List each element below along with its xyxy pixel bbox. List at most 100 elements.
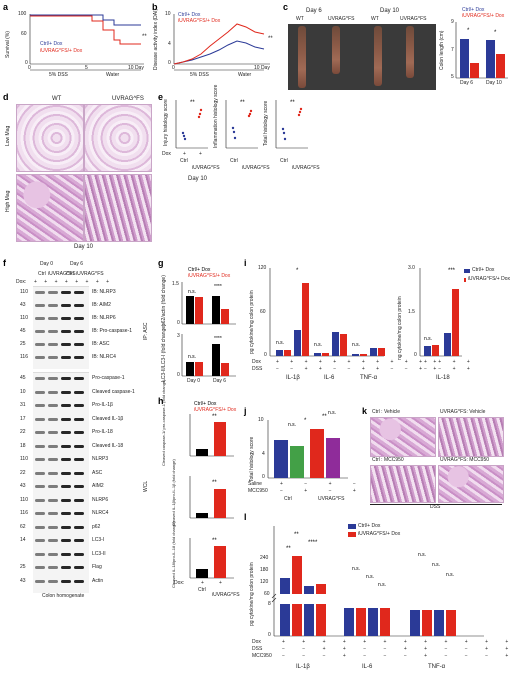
l-cyt-il1b: IL-1β (296, 664, 310, 670)
j-sig-3: ** (322, 414, 327, 420)
f-band-ip_bands-1-3 (74, 304, 84, 307)
h-dox-label: Dox: (174, 580, 185, 586)
l-tnf-4 (446, 610, 456, 636)
l-tnf-1 (410, 610, 420, 636)
panel-c-colon-images: Day 6 Day 10 WT UVRAG^FS WT UVRAG^FS (288, 8, 436, 93)
a-series-uvrag (30, 15, 141, 45)
panel-i-cytokines: pg cytokine/mg colon protein ng cytokine… (248, 262, 510, 402)
b-ytick-10: 10 (165, 11, 171, 17)
f-band-wcl_bands-4-2 (61, 431, 71, 434)
f-band-wcl_bands-2-1 (48, 404, 58, 407)
f-band-wcl_bands-12-2 (61, 539, 71, 542)
l-il1b-low-1 (280, 604, 290, 636)
f-band-wcl_bands-12-3 (74, 539, 84, 542)
f-band-wcl_bands-11-3 (74, 525, 84, 529)
e-dox-label: Dox (162, 151, 171, 157)
f-label-wcl_bands-10: NLRC4 (92, 510, 109, 516)
a-xtick-0: 0 (28, 65, 31, 71)
f-band-wcl_bands-14-0 (35, 566, 45, 569)
l-ytick-120: 120 (260, 579, 269, 585)
g-legend-uvrag: iUVRAG^FS/+ Dox (188, 273, 231, 279)
b-ytick-4: 4 (168, 41, 171, 47)
c-bar-uvrag-day10 (496, 54, 505, 78)
k-image-ctrl-mcc (370, 465, 436, 503)
d-image-wt-high (16, 174, 84, 242)
f-mw-wcl_bands-8: 43 (20, 483, 26, 489)
panel-c-length-chart: Ctrl/+ Dox iUVRAG^FS/+ Dox Colon length … (439, 8, 510, 93)
f-day0: Day 0 (40, 261, 54, 267)
i-il6-uvrag-dss (340, 334, 347, 356)
f-band-wcl_bands-9-2 (61, 498, 71, 502)
f-band-wcl_bands-8-0 (35, 485, 45, 488)
i-ytick-r-15: 1.5 (408, 309, 415, 315)
e-ylabel-2: Inflammation histology score (213, 84, 219, 148)
e-xtick-ctrl: Ctrl (180, 158, 188, 164)
panel-label-h: h (158, 396, 164, 406)
f-caption: Colon homogenate (42, 593, 85, 599)
f-band-wcl_bands-7-2 (61, 471, 71, 475)
f-band-wcl_bands-2-0 (35, 404, 45, 407)
f-band-wcl_bands-1-3 (74, 390, 84, 394)
f-wcl-label: WCL (143, 480, 149, 492)
i-cyt-il18: IL-18 (436, 375, 450, 381)
f-band-wcl_bands-9-0 (35, 498, 45, 502)
f-band-wcl_bands-1-0 (35, 390, 45, 394)
f-band-wcl_bands-3-3 (74, 417, 84, 421)
f-band-ip_bands-1-1 (48, 304, 58, 307)
h-bars-svg: ** ** ** (189, 414, 234, 579)
i-sig-il1b: * (296, 268, 299, 274)
j-sig-1: n.s. (288, 422, 296, 428)
f-band-wcl_bands-7-1 (48, 471, 58, 475)
i-dss-signs-right: − − + + (424, 366, 475, 372)
a-ytick-60: 60 (21, 31, 27, 37)
l-cyt-tnf: TNF-α (428, 664, 446, 670)
f-mw-wcl_bands-14: 25 (20, 564, 26, 570)
i-ytick-60: 60 (260, 309, 266, 315)
f-band-wcl_bands-8-3 (74, 485, 84, 488)
e-points-injury (181, 108, 203, 141)
l-il6-2 (356, 608, 366, 636)
j-sig-4: n.s. (328, 410, 336, 416)
i-ytick-r-0: 0 (414, 352, 417, 358)
b-plot-svg: ** (173, 14, 273, 71)
f-band-ip_bands-2-1 (48, 317, 58, 320)
f-mw-ip_bands-2: 110 (20, 315, 28, 321)
f-band-ip_bands-0-0 (35, 291, 45, 294)
f-label-ip_bands-4: IB: ASC (92, 341, 110, 347)
i-legend-uvrag-swatch (464, 277, 466, 282)
f-mw-ip_bands-1: 43 (20, 302, 26, 308)
f-label-wcl_bands-15: Actin (92, 577, 104, 584)
f-label-wcl_bands-7: ASC (92, 469, 103, 476)
g-bot-uvrag-d0 (195, 362, 203, 376)
e-caption: Day 10 (188, 176, 208, 182)
f-lane-uvrag2: iUVRAG^FS (76, 271, 104, 277)
i-legend-ctrl: Ctrl/+ Dox (472, 267, 495, 273)
f-band-wcl_bands-12-1 (48, 539, 58, 542)
l-il6-3 (368, 608, 378, 636)
b-xtick-0: 0 (172, 65, 175, 71)
i-tnf-uvrag-ns (360, 354, 367, 356)
panel-label-b: b (152, 2, 158, 12)
f-band-ip_bands-0-3 (74, 291, 84, 294)
c-colon-wt-day6 (298, 26, 306, 88)
l-ytick-240: 240 (260, 555, 269, 561)
f-band-ip_bands-5-1 (48, 356, 58, 359)
l-sig-5: n.s. (366, 574, 374, 580)
f-band-wcl_bands-3-2 (61, 417, 71, 421)
f-mw-wcl_bands-9: 110 (20, 496, 28, 503)
k-image-uvrag-mcc (438, 465, 504, 503)
c-ytick-7: 7 (451, 47, 454, 53)
c-label-wt2: WT (371, 16, 379, 22)
f-band-wcl_bands-11-0 (35, 525, 45, 529)
f-band-ip_bands-0-2 (61, 291, 71, 294)
f-band-wcl_bands-10-1 (48, 512, 58, 515)
c-label-uvrag1: UVRAG^FS (328, 16, 355, 22)
j-ytick-0: 0 (262, 474, 265, 480)
c-colon-uvrag-day6 (332, 26, 340, 74)
c-label-uvrag2: UVRAG^FS (400, 16, 427, 22)
h3-ylabel: Cleaved IL-18/pro-IL-18 (fold change) (171, 521, 176, 588)
i-legend: Ctrl/+ Dox iUVRAG^FS/+ Dox (464, 268, 510, 282)
l-il6-1 (344, 608, 354, 636)
e-points-inflammation (231, 109, 253, 140)
f-band-wcl_bands-1-1 (48, 390, 58, 394)
